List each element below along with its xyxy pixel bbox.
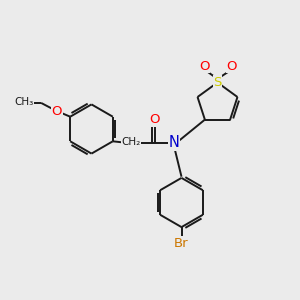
Text: O: O: [227, 60, 237, 73]
Text: S: S: [213, 76, 222, 89]
Text: CH₂: CH₂: [121, 137, 140, 147]
Text: O: O: [150, 113, 160, 126]
Text: O: O: [199, 60, 209, 73]
Text: N: N: [169, 135, 180, 150]
Text: CH₃: CH₃: [14, 97, 33, 107]
Text: Br: Br: [174, 237, 189, 250]
Text: O: O: [51, 105, 62, 118]
